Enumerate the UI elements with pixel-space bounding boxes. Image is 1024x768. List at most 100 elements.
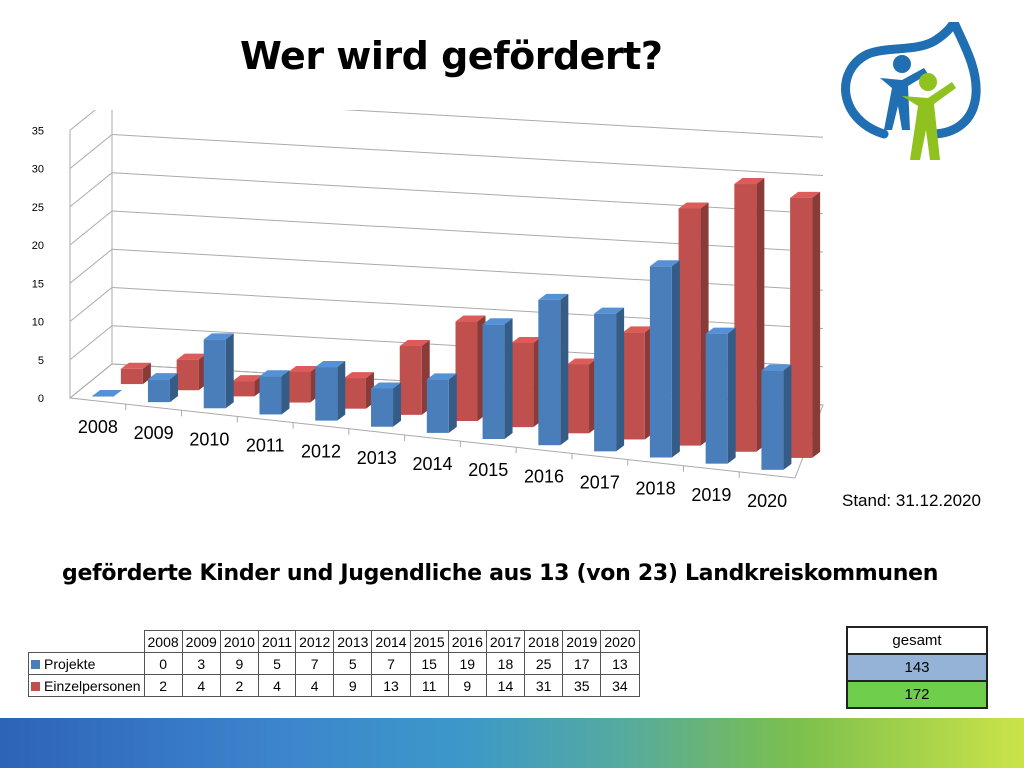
bar-einzelpersonen-top xyxy=(176,353,207,360)
bar-einzelpersonen xyxy=(288,371,311,403)
bar-projekte-top xyxy=(147,373,178,380)
x-tick-label: 2014 xyxy=(412,454,452,474)
table-row-label: Einzelpersonen xyxy=(28,674,145,697)
x-tick-label: 2011 xyxy=(246,436,285,456)
bar-einzelpersonen-top xyxy=(790,191,821,198)
table-cell: 4 xyxy=(181,674,221,697)
gridline-side xyxy=(69,287,113,322)
bar-projekte-side xyxy=(616,307,625,452)
chart-floor xyxy=(68,363,824,479)
table-year-header: 2018 xyxy=(524,630,564,653)
table-cell: 4 xyxy=(257,674,297,697)
bar-projekte xyxy=(426,379,449,433)
table-year-header: 2016 xyxy=(447,630,487,653)
logo-child-head-2 xyxy=(919,73,937,91)
bar-projekte-top xyxy=(92,389,123,396)
table-year-header: 2017 xyxy=(485,630,526,653)
bar-projekte-side xyxy=(393,382,402,427)
table-cell: 13 xyxy=(371,674,411,697)
logo-child-body-1 xyxy=(880,68,928,130)
bar-einzelpersonen xyxy=(567,364,590,434)
x-tick-label: 2015 xyxy=(468,460,508,480)
table-year-header: 2010 xyxy=(219,630,259,653)
table-year-header: 2019 xyxy=(562,630,602,653)
footer-gradient-band xyxy=(0,718,1024,768)
bar-einzelpersonen-side xyxy=(812,191,821,458)
table-cell: 5 xyxy=(333,652,373,675)
x-tick-label: 2010 xyxy=(189,429,229,449)
bar-einzelpersonen-top xyxy=(455,315,486,322)
bar-projekte xyxy=(315,367,338,421)
gridline-back xyxy=(111,248,824,291)
gridline-side xyxy=(69,110,96,131)
bar-einzelpersonen xyxy=(176,359,199,391)
gridline-back xyxy=(111,134,824,176)
x-tick-label: 2018 xyxy=(636,479,676,499)
gridline-side xyxy=(69,325,113,361)
bar-projekte-top xyxy=(649,260,680,267)
bar-einzelpersonen-top xyxy=(734,178,765,185)
table-year-header: 2015 xyxy=(409,630,449,653)
table-row: Einzelpersonen 2 4 2 4 4 9 13 11 9 14 31 35 34 xyxy=(28,674,640,697)
bar-einzelpersonen-top xyxy=(511,337,542,344)
totals-table: gesamt 143 172 xyxy=(846,626,988,709)
bar-projekte-top xyxy=(594,307,625,314)
table-cell: 13 xyxy=(600,652,640,675)
logo-leaf-outline xyxy=(841,22,981,139)
table-row: Projekte 0 3 9 5 7 5 7 15 19 18 25 17 13 xyxy=(28,652,640,675)
table-cell: 4 xyxy=(295,674,335,697)
table-cell: 5 xyxy=(257,652,297,675)
x-tick-label: 2020 xyxy=(747,491,787,511)
bar-projekte-top xyxy=(705,327,736,334)
bar-projekte-side xyxy=(504,318,513,440)
bar-projekte xyxy=(649,266,672,458)
bar-einzelpersonen xyxy=(120,368,143,385)
bar-projekte-side xyxy=(225,333,234,409)
bar-projekte-side xyxy=(727,327,736,464)
table-year-header: 2020 xyxy=(600,630,640,653)
logo-child-head-1 xyxy=(893,55,911,73)
totals-header: gesamt xyxy=(846,626,988,655)
table-year-header: 2014 xyxy=(371,630,411,653)
bar-projekte-top xyxy=(259,370,290,377)
legend-key-icon xyxy=(31,681,40,691)
y-tick-label: 0 xyxy=(38,393,44,405)
table-cell: 19 xyxy=(447,652,487,675)
bar-einzelpersonen-top xyxy=(120,362,151,369)
bar-projekte-side xyxy=(448,373,457,433)
table-cell: 35 xyxy=(562,674,602,697)
bar-projekte-side xyxy=(337,361,346,421)
bar-einzelpersonen-top xyxy=(399,339,430,346)
bar-einzelpersonen xyxy=(455,321,478,421)
bar-einzelpersonen-top xyxy=(343,372,374,379)
bar-projekte-side xyxy=(169,373,178,403)
x-tick-label: 2016 xyxy=(524,466,564,486)
table-cell: 7 xyxy=(295,652,335,675)
table-corner xyxy=(29,631,145,653)
bar-projekte-side xyxy=(671,260,680,458)
table-cell: 14 xyxy=(485,674,526,697)
gridline-back xyxy=(341,110,824,138)
bar-projekte-top xyxy=(426,373,457,380)
bar-einzelpersonen xyxy=(399,345,422,415)
legend-key-icon xyxy=(31,659,40,669)
table-cell: 7 xyxy=(371,652,411,675)
bar-projekte xyxy=(259,376,282,415)
table-cell: 11 xyxy=(409,674,449,697)
bar-projekte xyxy=(482,324,505,440)
table-cell: 3 xyxy=(181,652,221,675)
bar-projekte xyxy=(594,313,617,452)
gridline-side xyxy=(69,134,113,169)
bar-einzelpersonen-top xyxy=(288,365,319,372)
x-tick-label: 2013 xyxy=(357,448,397,468)
bar-projekte xyxy=(203,339,226,409)
table-cell: 2 xyxy=(219,674,259,697)
table-year-header: 2012 xyxy=(295,630,335,653)
table-cell: 31 xyxy=(524,674,564,697)
bar-projekte-top xyxy=(371,382,402,389)
bar-einzelpersonen xyxy=(622,332,645,440)
x-tick-label: 2019 xyxy=(691,485,731,505)
chart-subtitle: geförderte Kinder und Jugendliche aus 13… xyxy=(62,561,939,586)
table-cell: 9 xyxy=(447,674,487,697)
data-table: 2008 2009 2010 2011 2012 2013 2014 2015 2016 2017… xyxy=(28,630,640,697)
